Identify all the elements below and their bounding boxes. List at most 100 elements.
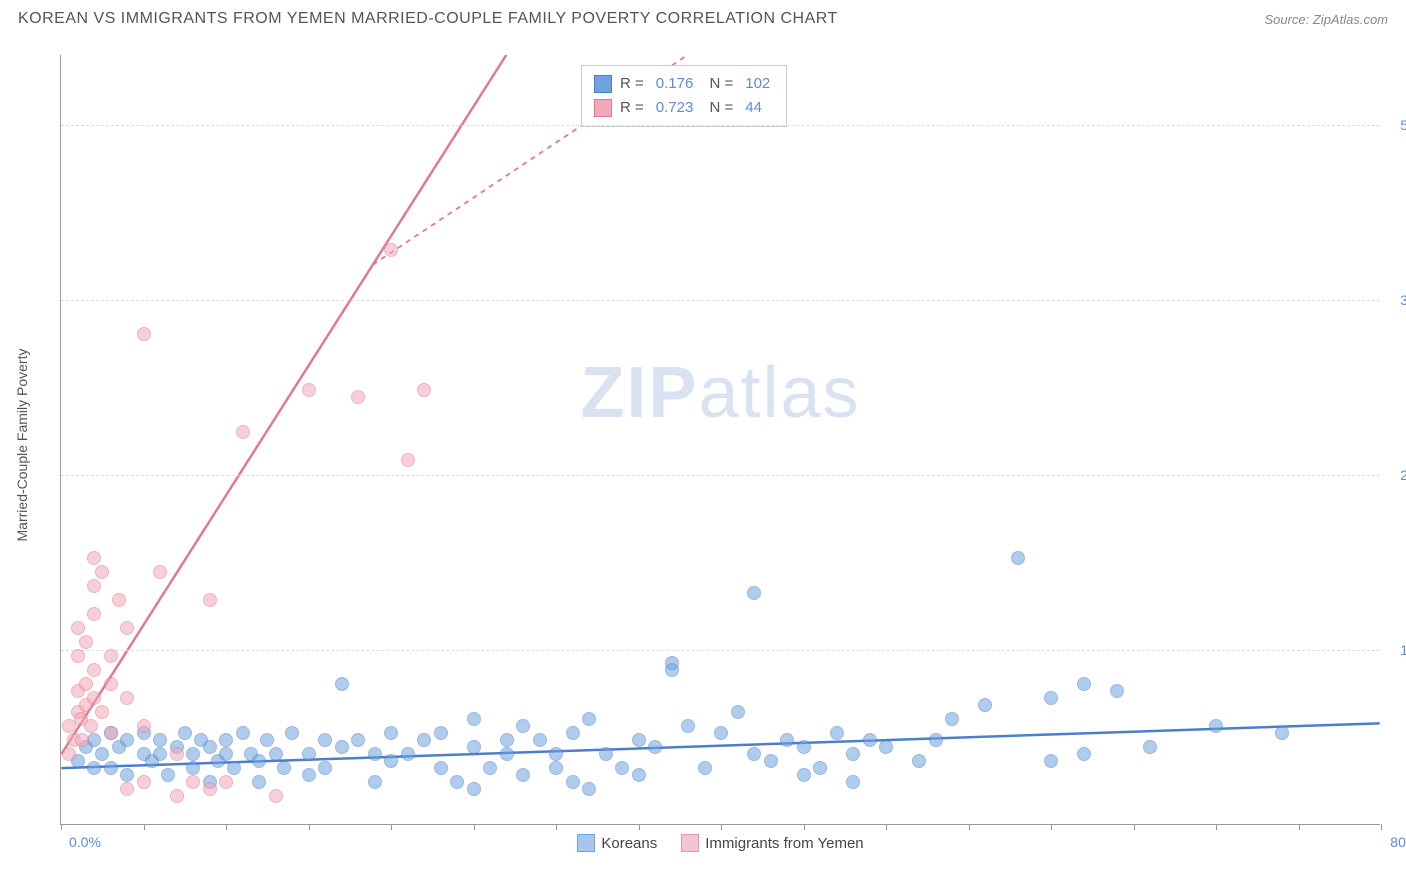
source-attribution: Source: ZipAtlas.com <box>1264 12 1388 27</box>
data-point <box>87 607 101 621</box>
x-tick <box>61 824 62 830</box>
x-tick <box>804 824 805 830</box>
data-point <box>1077 677 1091 691</box>
data-point <box>84 719 98 733</box>
data-point <box>219 733 233 747</box>
x-tick <box>309 824 310 830</box>
data-point <box>945 712 959 726</box>
data-point <box>912 754 926 768</box>
data-point <box>227 761 241 775</box>
legend-swatch <box>577 834 595 852</box>
data-point <box>120 621 134 635</box>
legend-item: Koreans <box>577 834 657 852</box>
data-point <box>87 691 101 705</box>
data-point <box>95 747 109 761</box>
x-tick <box>1134 824 1135 830</box>
data-point <box>632 768 646 782</box>
y-tick-label: 37.5% <box>1385 292 1406 308</box>
data-point <box>71 649 85 663</box>
data-point <box>648 740 662 754</box>
data-point <box>75 733 89 747</box>
data-point <box>434 761 448 775</box>
legend-item: Immigrants from Yemen <box>681 834 863 852</box>
data-point <box>599 747 613 761</box>
x-tick <box>1299 824 1300 830</box>
data-point <box>79 635 93 649</box>
data-point <box>120 691 134 705</box>
legend-swatch <box>594 75 612 93</box>
legend-row: R =0.723 N =44 <box>594 96 774 120</box>
data-point <box>219 747 233 761</box>
data-point <box>178 726 192 740</box>
data-point <box>417 383 431 397</box>
data-point <box>285 726 299 740</box>
data-point <box>302 383 316 397</box>
data-point <box>186 775 200 789</box>
legend-r-label: R = <box>620 96 644 120</box>
data-point <box>549 761 563 775</box>
data-point <box>632 733 646 747</box>
data-point <box>1077 747 1091 761</box>
x-tick <box>144 824 145 830</box>
data-point <box>120 733 134 747</box>
data-point <box>434 726 448 740</box>
data-point <box>87 663 101 677</box>
data-point <box>351 390 365 404</box>
legend-label: Immigrants from Yemen <box>705 835 863 852</box>
plot-area: ZIPatlas 0.0% 80.0% R =0.176 N =102R =0.… <box>60 55 1380 825</box>
x-tick <box>474 824 475 830</box>
legend-label: Koreans <box>601 835 657 852</box>
x-tick <box>391 824 392 830</box>
data-point <box>731 705 745 719</box>
data-point <box>1143 740 1157 754</box>
data-point <box>830 726 844 740</box>
data-point <box>302 747 316 761</box>
data-point <box>500 747 514 761</box>
data-point <box>401 453 415 467</box>
data-point <box>1011 551 1025 565</box>
data-point <box>549 747 563 761</box>
data-point <box>978 698 992 712</box>
data-point <box>87 761 101 775</box>
data-point <box>747 747 761 761</box>
data-point <box>87 551 101 565</box>
legend-n-value: 44 <box>745 96 762 120</box>
data-point <box>79 677 93 691</box>
legend-r-label: R = <box>620 72 644 96</box>
legend-r-value: 0.176 <box>656 72 694 96</box>
gridline <box>61 650 1380 651</box>
data-point <box>95 565 109 579</box>
data-point <box>747 586 761 600</box>
x-tick <box>886 824 887 830</box>
data-point <box>714 726 728 740</box>
data-point <box>780 733 794 747</box>
y-tick-label: 50.0% <box>1385 117 1406 133</box>
data-point <box>1044 691 1058 705</box>
data-point <box>335 740 349 754</box>
x-tick <box>1216 824 1217 830</box>
legend-swatch <box>681 834 699 852</box>
data-point <box>87 579 101 593</box>
watermark: ZIPatlas <box>580 352 860 434</box>
stats-legend: R =0.176 N =102R =0.723 N =44 <box>581 65 787 127</box>
data-point <box>153 733 167 747</box>
data-point <box>417 733 431 747</box>
gridline <box>61 475 1380 476</box>
y-tick-label: 25.0% <box>1385 467 1406 483</box>
data-point <box>137 327 151 341</box>
series-legend: Koreans Immigrants from Yemen <box>61 834 1380 852</box>
data-point <box>1044 754 1058 768</box>
data-point <box>681 719 695 733</box>
data-point <box>302 768 316 782</box>
data-point <box>153 747 167 761</box>
data-point <box>71 621 85 635</box>
data-point <box>698 761 712 775</box>
data-point <box>467 712 481 726</box>
data-point <box>260 733 274 747</box>
data-point <box>203 740 217 754</box>
data-point <box>384 754 398 768</box>
data-point <box>112 593 126 607</box>
data-point <box>384 726 398 740</box>
data-point <box>62 747 76 761</box>
legend-n-label: N = <box>705 72 733 96</box>
